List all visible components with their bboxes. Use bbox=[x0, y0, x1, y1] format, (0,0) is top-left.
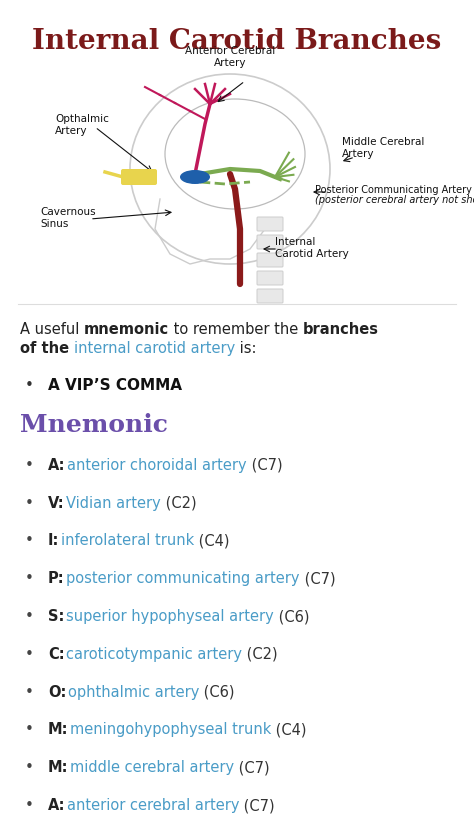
Text: of the: of the bbox=[20, 341, 74, 356]
Text: superior hypophyseal artery: superior hypophyseal artery bbox=[66, 609, 273, 624]
Text: Cavernous
Sinus: Cavernous Sinus bbox=[40, 207, 96, 228]
Text: inferolateral trunk: inferolateral trunk bbox=[61, 533, 194, 547]
Text: internal carotid artery: internal carotid artery bbox=[74, 341, 236, 356]
Text: S:: S: bbox=[48, 609, 64, 624]
Text: (C6): (C6) bbox=[273, 609, 309, 624]
Text: •: • bbox=[25, 797, 34, 812]
Text: P:: P: bbox=[48, 571, 64, 586]
Text: Posterior Communicating Artery: Posterior Communicating Artery bbox=[315, 184, 472, 195]
Text: Mnemonic: Mnemonic bbox=[20, 413, 168, 437]
Text: •: • bbox=[25, 684, 34, 699]
Text: (C7): (C7) bbox=[246, 457, 282, 472]
Text: is:: is: bbox=[236, 341, 257, 356]
Text: O:: O: bbox=[48, 684, 66, 699]
Text: •: • bbox=[25, 533, 34, 547]
Text: A VIP’S COMMA: A VIP’S COMMA bbox=[48, 377, 182, 392]
Text: (C7): (C7) bbox=[239, 797, 275, 812]
Text: Internal
Carotid Artery: Internal Carotid Artery bbox=[275, 237, 349, 259]
Text: caroticotympanic artery: caroticotympanic artery bbox=[66, 646, 242, 661]
Text: (C7): (C7) bbox=[300, 571, 335, 586]
FancyBboxPatch shape bbox=[257, 272, 283, 285]
Text: mnemonic: mnemonic bbox=[84, 322, 169, 337]
Text: •: • bbox=[25, 722, 34, 737]
Text: V:: V: bbox=[48, 495, 64, 510]
FancyBboxPatch shape bbox=[257, 236, 283, 250]
Text: I:: I: bbox=[48, 533, 59, 547]
Text: posterior communicating artery: posterior communicating artery bbox=[66, 571, 300, 586]
FancyBboxPatch shape bbox=[257, 289, 283, 304]
Text: Opthalmic
Artery: Opthalmic Artery bbox=[55, 114, 109, 136]
Text: (posterior cerebral artery not shown): (posterior cerebral artery not shown) bbox=[315, 195, 474, 205]
Text: ophthalmic artery: ophthalmic artery bbox=[68, 684, 199, 699]
Text: M:: M: bbox=[48, 759, 69, 774]
Text: Vidian artery: Vidian artery bbox=[66, 495, 161, 510]
Text: •: • bbox=[25, 609, 34, 624]
Text: •: • bbox=[25, 759, 34, 774]
FancyBboxPatch shape bbox=[257, 218, 283, 232]
Text: •: • bbox=[25, 571, 34, 586]
Text: •: • bbox=[25, 646, 34, 661]
Text: to remember the: to remember the bbox=[169, 322, 303, 337]
Text: A:: A: bbox=[48, 457, 65, 472]
Text: meningohypophyseal trunk: meningohypophyseal trunk bbox=[70, 722, 271, 737]
Text: •: • bbox=[25, 457, 34, 472]
Text: Anterior Cerebral
Artery: Anterior Cerebral Artery bbox=[185, 46, 275, 68]
Text: anterior choroidal artery: anterior choroidal artery bbox=[67, 457, 246, 472]
Text: (C6): (C6) bbox=[199, 684, 235, 699]
Text: (C7): (C7) bbox=[234, 759, 270, 774]
FancyBboxPatch shape bbox=[121, 170, 157, 186]
Text: M:: M: bbox=[48, 722, 69, 737]
Text: A:: A: bbox=[48, 797, 65, 812]
Text: (C4): (C4) bbox=[271, 722, 307, 737]
Text: Internal Carotid Branches: Internal Carotid Branches bbox=[32, 28, 442, 55]
Text: middle cerebral artery: middle cerebral artery bbox=[70, 759, 234, 774]
Text: (C4): (C4) bbox=[194, 533, 229, 547]
Text: C:: C: bbox=[48, 646, 64, 661]
Text: (C2): (C2) bbox=[242, 646, 278, 661]
Text: •: • bbox=[25, 377, 34, 392]
Text: branches: branches bbox=[303, 322, 379, 337]
FancyBboxPatch shape bbox=[257, 254, 283, 268]
Text: (C2): (C2) bbox=[161, 495, 196, 510]
Text: anterior cerebral artery: anterior cerebral artery bbox=[67, 797, 239, 812]
Text: A useful: A useful bbox=[20, 322, 84, 337]
Ellipse shape bbox=[180, 171, 210, 184]
Text: •: • bbox=[25, 495, 34, 510]
Text: Middle Cerebral
Artery: Middle Cerebral Artery bbox=[342, 137, 424, 159]
